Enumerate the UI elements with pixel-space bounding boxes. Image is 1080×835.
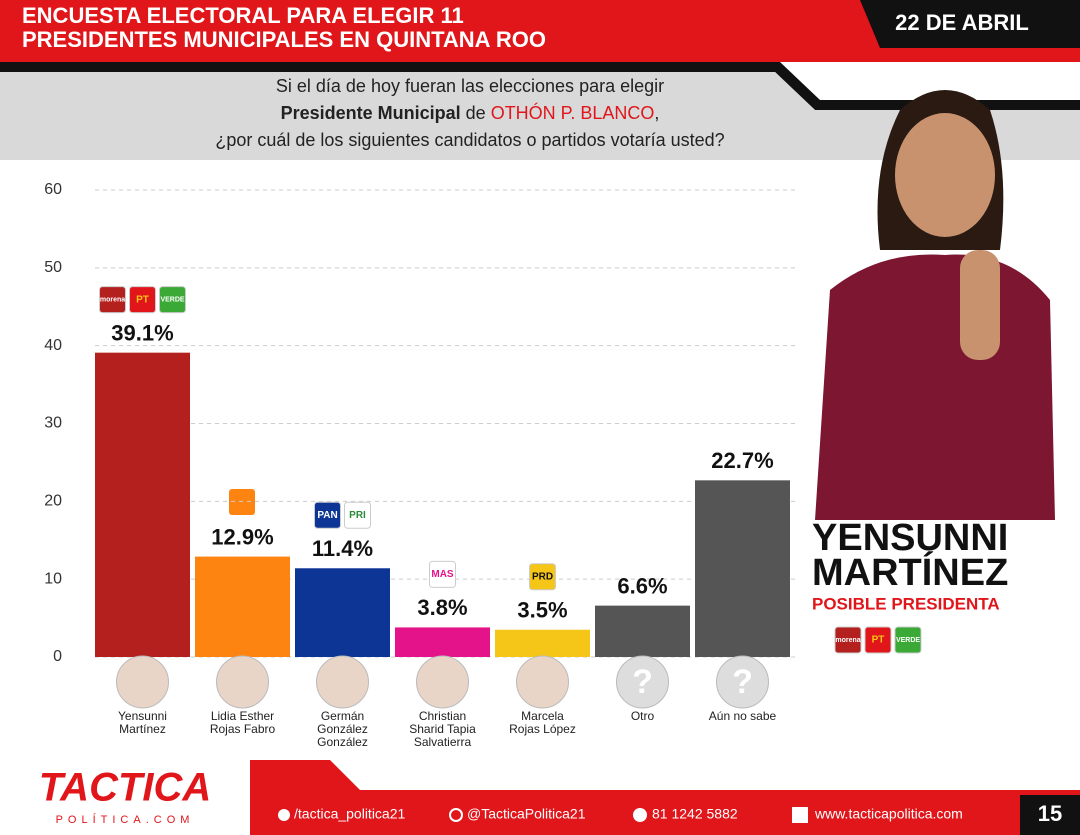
y-tick-label: 20	[44, 493, 62, 510]
party-logo-label: PRI	[349, 510, 366, 521]
question: Si el día de hoy fueran las elecciones p…	[276, 76, 664, 96]
party-logo	[429, 560, 456, 588]
brand: TACTICA	[39, 766, 212, 810]
party-logo	[894, 626, 922, 654]
candidate-photo	[815, 90, 1055, 520]
party-logo	[864, 626, 892, 654]
x-tick-label: Marcela Rojas López	[509, 709, 576, 736]
party-logo	[129, 286, 156, 314]
party-logo-label: PT	[872, 635, 885, 646]
facebook: /tactica_politica21	[294, 806, 406, 822]
title: ENCUESTA ELECTORAL PARA ELEGIR 11	[22, 3, 464, 28]
party-logo	[834, 626, 862, 654]
instagram: @TacticaPolitica21	[467, 806, 586, 822]
question-band	[0, 72, 1080, 160]
avatar	[716, 655, 769, 709]
icon	[449, 808, 463, 822]
party-logo-label: PT	[136, 294, 149, 305]
value-label: 12.9%	[211, 524, 273, 549]
icon	[792, 807, 808, 823]
avatar	[316, 655, 369, 709]
bar	[95, 352, 190, 657]
avatar	[216, 655, 269, 709]
value-label: 3.5%	[517, 598, 567, 623]
x-tick-label: Aún no sabe	[708, 709, 777, 723]
party-logo-label: VERDE	[160, 297, 184, 304]
icon	[278, 809, 290, 821]
bar	[195, 556, 290, 657]
unknown-mark: ?	[732, 663, 753, 701]
bar	[495, 629, 590, 657]
y-tick-label: 50	[44, 259, 62, 276]
y-tick-label: 40	[44, 337, 62, 354]
x-tick-label: Christian Sharid Tapia Salvatierra	[409, 709, 476, 749]
bar	[695, 480, 790, 657]
page-box	[1020, 795, 1080, 835]
party-logo	[159, 286, 186, 314]
y-tick-label: 0	[53, 648, 62, 665]
avatar	[516, 655, 569, 709]
value-label: 39.1%	[111, 320, 173, 345]
municipality: OTHÓN P. BLANCO	[491, 102, 655, 123]
icon	[633, 808, 647, 822]
value-label: 11.4%	[312, 536, 373, 561]
party-logo-label: PAN	[317, 510, 337, 521]
party-logo	[314, 501, 341, 529]
x-tick-label: Yensunni Martínez	[118, 709, 167, 736]
brand-box	[0, 760, 250, 835]
unknown-mark: ?	[632, 663, 653, 701]
party-logo-label: MAS	[431, 569, 454, 580]
question: ¿por cuál de los siguientes candidatos o…	[215, 130, 724, 150]
avatar	[616, 655, 669, 709]
header-stripe	[0, 62, 1080, 110]
question-text: ,	[654, 103, 659, 123]
bar	[295, 568, 390, 657]
date-band	[860, 0, 1080, 48]
party-logo	[229, 489, 255, 515]
page-number: 15	[1038, 801, 1062, 826]
brand-sub: POLÍTICA.COM	[56, 813, 195, 826]
party-logo-label: VERDE	[896, 637, 920, 644]
question-text: de	[466, 103, 486, 123]
party-logo	[99, 286, 126, 314]
candidate-name: MARTÍNEZ	[812, 550, 1008, 594]
party-logo-label: morena	[835, 637, 860, 644]
x-tick-label: Lidia Esther Rojas Fabro	[209, 709, 276, 736]
party-logo	[344, 501, 371, 529]
phone: 81 1242 5882	[652, 806, 738, 822]
question: Presidente Municipal de OTHÓN P. BLANCO,	[281, 102, 660, 123]
party-logo-label: morena	[100, 297, 125, 304]
candidate-subtitle: POSIBLE PRESIDENTA	[812, 594, 1000, 613]
x-tick-label: Germán González González	[317, 709, 368, 749]
party-logo-label: PRD	[532, 571, 553, 582]
question-bold: Presidente Municipal	[281, 103, 461, 123]
web: www.tacticapolitica.com	[814, 806, 963, 822]
footer-band	[0, 760, 1080, 835]
avatar	[416, 655, 469, 709]
value-label: 22.7%	[711, 448, 773, 473]
x-tick-label: Otro	[630, 709, 655, 723]
y-tick-label: 30	[44, 415, 62, 432]
value-label: 3.8%	[417, 595, 467, 620]
avatar	[116, 655, 169, 709]
candidate-name: YENSUNNI	[812, 517, 1008, 559]
bar	[595, 605, 690, 657]
bar	[395, 627, 490, 657]
party-logo	[529, 563, 556, 591]
title: PRESIDENTES MUNICIPALES EN QUINTANA ROO	[22, 27, 546, 52]
y-tick-label: 10	[44, 570, 62, 587]
value-label: 6.6%	[617, 573, 667, 598]
date: 22 DE ABRIL	[895, 10, 1029, 35]
y-tick-label: 60	[44, 181, 62, 198]
